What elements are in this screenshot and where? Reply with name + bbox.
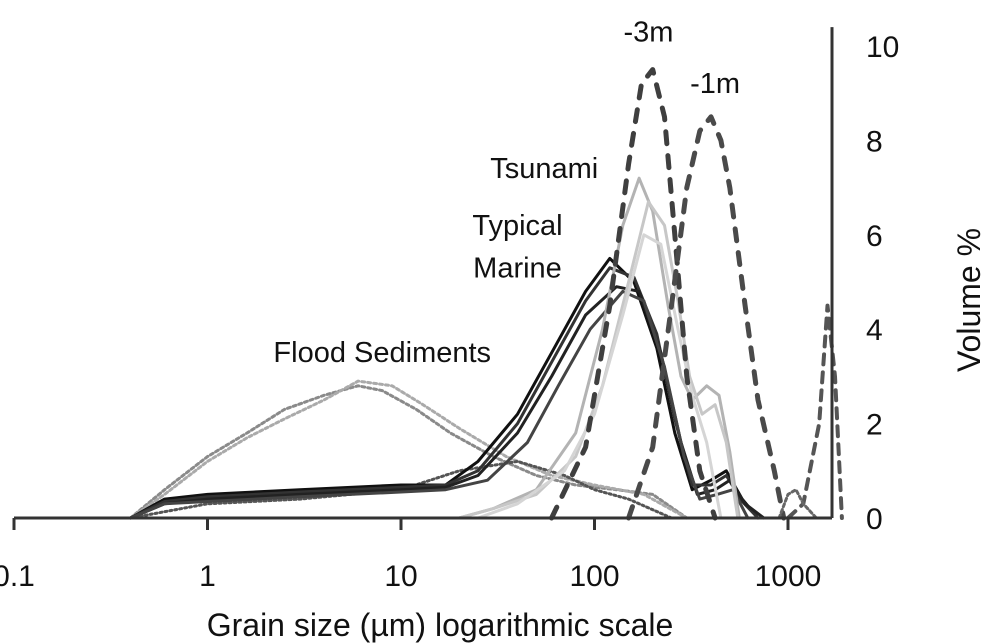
y-tick-label-3: 6 xyxy=(866,220,883,253)
x-tick-label-3: 100 xyxy=(569,560,619,593)
y-tick-label-5: 10 xyxy=(866,31,899,64)
series-line--1m-11 xyxy=(626,114,787,521)
series-line-coarse-13 xyxy=(777,488,818,520)
series-layer xyxy=(129,67,844,521)
series-line-marine-3 xyxy=(129,256,760,520)
annotation-3: Typical xyxy=(472,210,562,242)
x-tick-label-4: 1000 xyxy=(755,560,822,593)
series-line-marine-6 xyxy=(129,289,750,520)
series-line-flood-1 xyxy=(129,379,689,520)
series-line-tsunami-9 xyxy=(476,233,723,520)
y-tick-label-2: 4 xyxy=(866,314,883,347)
y-tick-label-1: 2 xyxy=(866,409,883,442)
annotation-0: -3m xyxy=(623,16,673,48)
annotation-2: Tsunami xyxy=(490,153,598,185)
annotation-4: Marine xyxy=(473,252,562,284)
axes-layer: 0.1 1 10 100 1000 0 2 4 6 8 10 xyxy=(0,27,899,593)
annotation-5: Flood Sediments xyxy=(273,337,491,369)
series-line-coarse-12 xyxy=(786,303,844,520)
y-tick-label-4: 8 xyxy=(866,125,883,158)
y-axis-title: Volume % xyxy=(951,228,987,372)
series-line--3m-10 xyxy=(549,67,718,521)
label-layer: -3m -1m Tsunami Typical Marine Flood Sediment… xyxy=(273,16,740,369)
y-tick-label-0: 0 xyxy=(866,503,883,536)
x-tick-label-2: 10 xyxy=(384,560,417,593)
x-tick-label-1: 1 xyxy=(199,560,216,593)
series-line-flood-0 xyxy=(129,384,689,520)
series-line-tsunami-7 xyxy=(457,176,741,520)
x-tick-label-0: 0.1 xyxy=(0,560,35,593)
x-axis-title: Grain size (µm) logarithmic scale xyxy=(207,607,674,643)
series-line-tsunami-8 xyxy=(457,200,740,520)
series-line-marine-4 xyxy=(129,266,760,520)
annotation-1: -1m xyxy=(690,68,740,100)
